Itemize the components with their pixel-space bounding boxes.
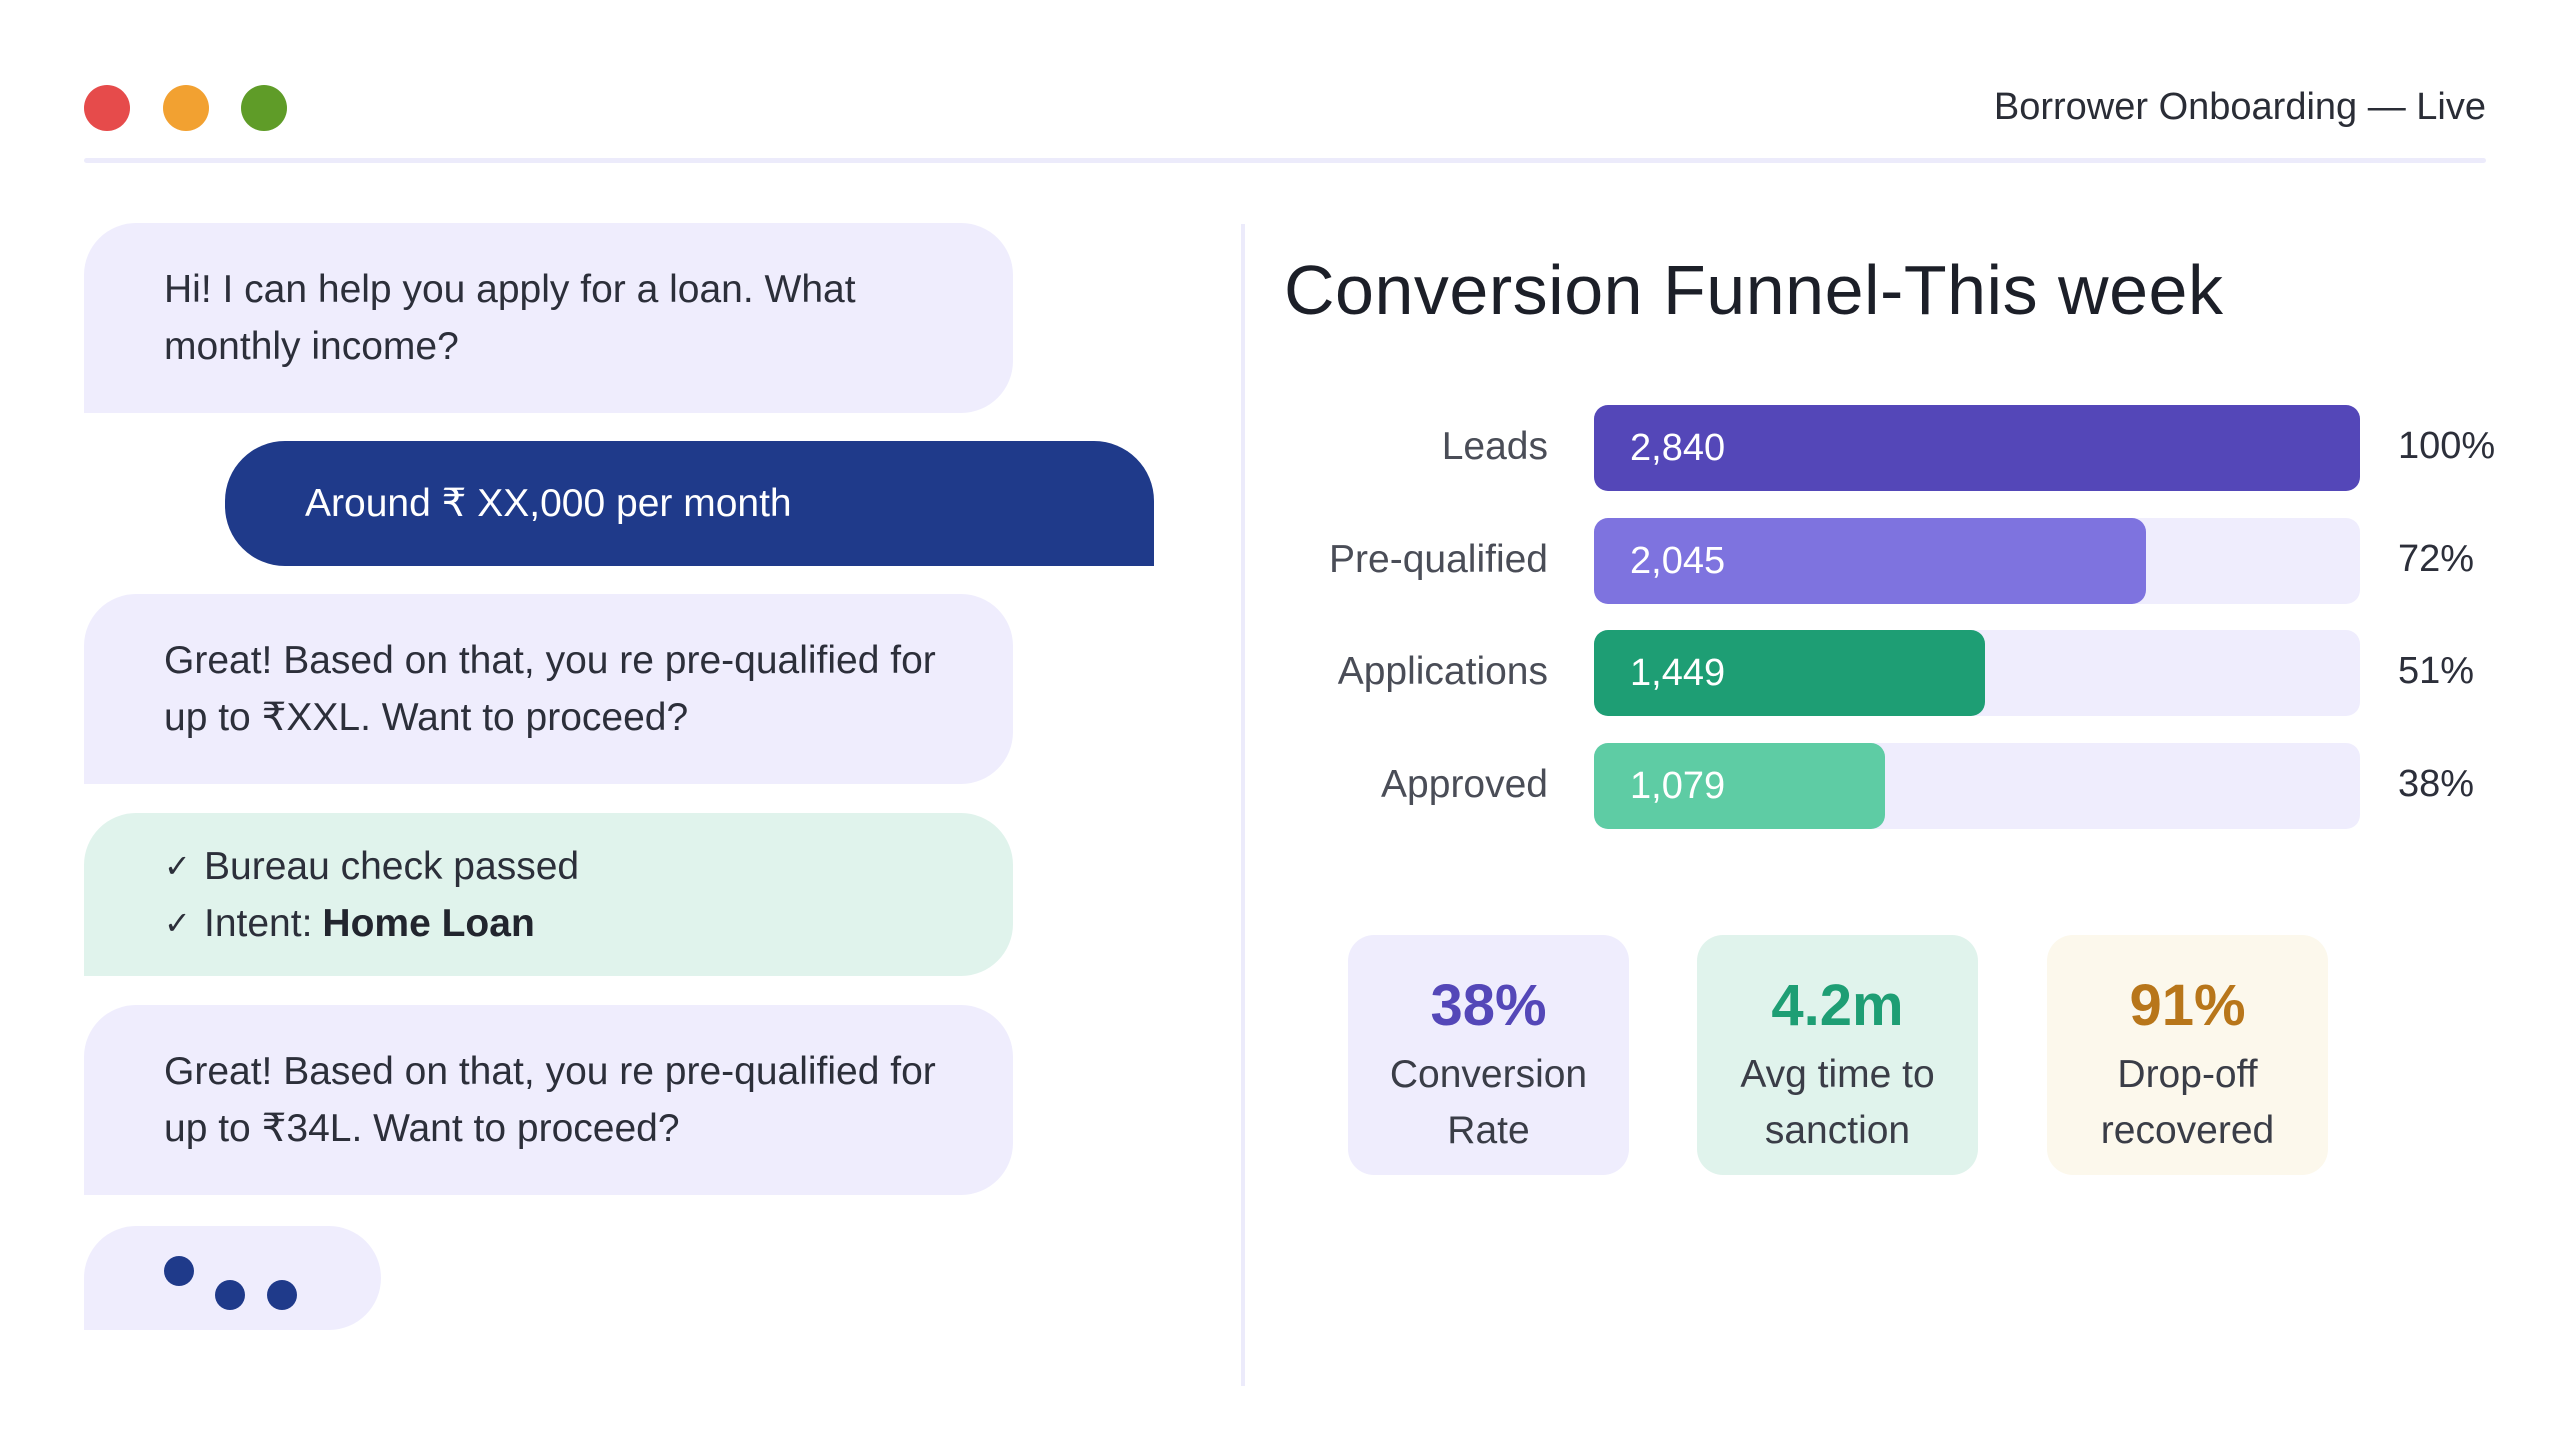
stat-card-avg-time: 4.2m Avg time to sanction bbox=[1697, 935, 1978, 1175]
panel-divider bbox=[1241, 224, 1245, 1386]
funnel-stage-percent: 51% bbox=[2398, 650, 2475, 692]
stat-value: 38% bbox=[1430, 973, 1547, 1038]
maximize-window-button[interactable] bbox=[241, 85, 287, 131]
funnel-bar: 1,449 bbox=[1594, 630, 1985, 716]
funnel-stage-label: Leads bbox=[1441, 425, 1548, 468]
verification-message: ✓ Bureau check passed ✓ Intent: Home Loa… bbox=[84, 813, 1013, 976]
bot-message: Great! Based on that, you re pre-qualifi… bbox=[84, 594, 1013, 784]
funnel-bar-value: 1,079 bbox=[1630, 764, 1726, 807]
funnel-bar-value: 1,449 bbox=[1630, 651, 1726, 694]
window-title: Borrower Onboarding — Live bbox=[1993, 86, 2486, 128]
funnel-bar-value: 2,045 bbox=[1630, 539, 1726, 582]
typing-dot bbox=[215, 1280, 245, 1310]
stat-card-conversion-rate: 38% Conversion Rate bbox=[1348, 935, 1629, 1175]
title-divider bbox=[84, 158, 2486, 163]
funnel-bar: 2,840 bbox=[1594, 405, 2360, 491]
funnel-track: 1,449 bbox=[1594, 630, 2360, 716]
funnel-bar: 1,079 bbox=[1594, 743, 1886, 829]
user-message: Around ₹ XX,000 per month bbox=[225, 441, 1154, 566]
typing-dot bbox=[267, 1280, 297, 1310]
intent-label: Intent: bbox=[204, 901, 313, 945]
funnel-title: Conversion Funnel-This week bbox=[1284, 251, 2224, 329]
funnel-bar: 2,045 bbox=[1594, 518, 2146, 604]
stat-value: 4.2m bbox=[1771, 973, 1904, 1038]
close-window-button[interactable] bbox=[84, 85, 130, 131]
bot-message-text: Great! Based on that, you re pre-qualifi… bbox=[164, 639, 936, 739]
user-message-text: Around ₹ XX,000 per month bbox=[305, 482, 792, 525]
stat-label: Conversion Rate bbox=[1389, 1053, 1588, 1152]
checkmark-icon: ✓ bbox=[164, 847, 191, 884]
bureau-check-line: ✓ Bureau check passed bbox=[164, 838, 943, 895]
minimize-window-button[interactable] bbox=[163, 85, 209, 131]
funnel-stage-label: Pre-qualified bbox=[1329, 538, 1548, 581]
funnel-bar-value: 2,840 bbox=[1630, 426, 1726, 469]
funnel-stage-percent: 72% bbox=[2398, 538, 2475, 580]
stat-label: Drop-off recovered bbox=[2100, 1053, 2275, 1152]
bot-message-text: Hi! I can help you apply for a loan. Wha… bbox=[164, 268, 856, 368]
bureau-check-text: Bureau check passed bbox=[204, 844, 580, 888]
typing-dot bbox=[164, 1256, 194, 1286]
intent-line: ✓ Intent: Home Loan bbox=[164, 895, 943, 952]
bot-message: Hi! I can help you apply for a loan. Wha… bbox=[84, 223, 1013, 413]
funnel-stage-label: Approved bbox=[1381, 763, 1548, 806]
checkmark-icon: ✓ bbox=[164, 904, 191, 941]
funnel-stage-label: Applications bbox=[1337, 650, 1548, 693]
stat-value: 91% bbox=[2129, 973, 2246, 1038]
funnel-track: 2,840 bbox=[1594, 405, 2360, 491]
funnel-stage-percent: 38% bbox=[2398, 763, 2475, 805]
bot-message: Great! Based on that, you re pre-qualifi… bbox=[84, 1005, 1013, 1195]
typing-indicator bbox=[84, 1226, 381, 1330]
funnel-stage-percent: 100% bbox=[2398, 425, 2496, 467]
stat-card-drop-off: 91% Drop-off recovered bbox=[2047, 935, 2328, 1175]
intent-value: Home Loan bbox=[322, 901, 535, 945]
bot-message-text: Great! Based on that, you re pre-qualifi… bbox=[164, 1050, 936, 1150]
stat-label: Avg time to sanction bbox=[1740, 1053, 1935, 1152]
funnel-track: 1,079 bbox=[1594, 743, 2360, 829]
funnel-track: 2,045 bbox=[1594, 518, 2360, 604]
